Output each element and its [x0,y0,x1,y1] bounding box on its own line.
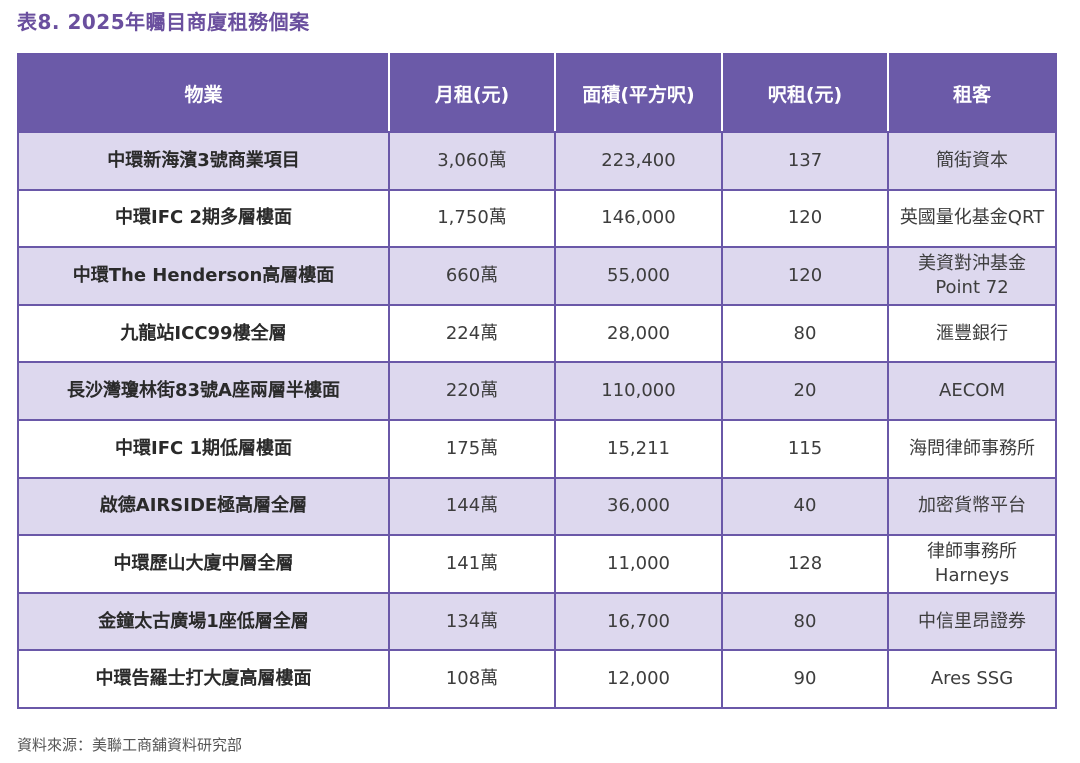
cell-property: 中環新海濱3號商業項目 [17,131,390,191]
tenant-line: Point 72 [935,276,1009,298]
cell-area: 15,211 [554,418,723,479]
cell-rent-per-sqft: 80 [721,591,889,652]
cell-property: 中環IFC 2期多層樓面 [17,188,390,249]
table-row: 金鐘太古廣場1座低層全層 134萬 16,700 80 中信里昂證券 [17,591,1057,652]
tenant-line: 中信里昂證券 [918,610,1026,632]
cell-monthly-rent: 224萬 [388,303,556,364]
cell-property: 啟德AIRSIDE極高層全層 [17,476,390,537]
table-row: 中環The Henderson高層樓面 660萬 55,000 120 美資對沖基金 Po… [17,246,1057,306]
tenant-line: Ares SSG [930,668,1014,690]
cell-tenant: 滙豐銀行 [887,303,1057,364]
cell-area: 28,000 [554,303,723,364]
source-note: 資料來源：美聯工商舖資料研究部 [17,736,243,754]
cell-area: 36,000 [554,476,723,537]
cell-area: 16,700 [554,591,723,652]
cell-rent-per-sqft: 80 [721,303,889,364]
cell-tenant: 加密貨幣平台 [887,476,1057,537]
cell-monthly-rent: 134萬 [388,591,556,652]
cell-monthly-rent: 3,060萬 [388,131,556,191]
table-row: 長沙灣瓊林街83號A座兩層半樓面 220萬 110,000 20 AECOM [17,361,1057,421]
tenant-line: 美資對沖基金 [918,252,1026,274]
cell-area: 223,400 [554,131,723,191]
cell-tenant: 英國量化基金QRT [887,188,1057,249]
cell-area: 55,000 [554,246,723,306]
cell-tenant: 簡街資本 [887,131,1057,191]
cell-area: 11,000 [554,534,723,594]
rental-cases-table: 物業 月租(元) 面積(平方呎) 呎租(元) 租客 中環新海濱3號商業項目 3,0… [17,53,1057,709]
cell-property: 中環IFC 1期低層樓面 [17,418,390,479]
column-header-area: 面積(平方呎) [554,53,723,133]
cell-rent-per-sqft: 115 [721,418,889,479]
cell-tenant: 律師事務所 Harneys [887,534,1057,594]
cell-rent-per-sqft: 120 [721,246,889,306]
cell-tenant: Ares SSG [887,649,1057,709]
table-row: 啟德AIRSIDE極高層全層 144萬 36,000 40 加密貨幣平台 [17,476,1057,537]
cell-property: 長沙灣瓊林街83號A座兩層半樓面 [17,361,390,421]
table-row: 九龍站ICC99樓全層 224萬 28,000 80 滙豐銀行 [17,303,1057,364]
cell-tenant: 美資對沖基金 Point 72 [887,246,1057,306]
cell-monthly-rent: 144萬 [388,476,556,537]
tenant-line: Harneys [934,564,1010,586]
cell-rent-per-sqft: 120 [721,188,889,249]
cell-monthly-rent: 108萬 [388,649,556,709]
cell-monthly-rent: 1,750萬 [388,188,556,249]
cell-rent-per-sqft: 128 [721,534,889,594]
cell-property: 金鐘太古廣場1座低層全層 [17,591,390,652]
cell-rent-per-sqft: 20 [721,361,889,421]
cell-property: 中環歷山大廈中層全層 [17,534,390,594]
cell-area: 146,000 [554,188,723,249]
table-row: 中環新海濱3號商業項目 3,060萬 223,400 137 簡街資本 [17,131,1057,191]
column-header-monthly-rent: 月租(元) [388,53,556,133]
table-row: 中環告羅士打大廈高層樓面 108萬 12,000 90 Ares SSG [17,649,1057,709]
cell-rent-per-sqft: 90 [721,649,889,709]
table-row: 中環IFC 1期低層樓面 175萬 15,211 115 海問律師事務所 [17,418,1057,479]
cell-property: 中環告羅士打大廈高層樓面 [17,649,390,709]
tenant-line: 律師事務所 [927,540,1017,562]
column-header-property: 物業 [17,53,390,133]
table-header-row: 物業 月租(元) 面積(平方呎) 呎租(元) 租客 [17,53,1057,133]
tenant-line: 英國量化基金QRT [899,207,1045,229]
cell-property: 中環The Henderson高層樓面 [17,246,390,306]
column-header-tenant: 租客 [887,53,1057,133]
tenant-line: 海問律師事務所 [909,437,1035,459]
tenant-line: 加密貨幣平台 [918,495,1026,517]
tenant-line: AECOM [939,380,1005,402]
table-row: 中環歷山大廈中層全層 141萬 11,000 128 律師事務所 Harneys [17,534,1057,594]
column-header-rent-per-sqft: 呎租(元) [721,53,889,133]
cell-tenant: 海問律師事務所 [887,418,1057,479]
tenant-line: 滙豐銀行 [936,322,1008,344]
cell-monthly-rent: 660萬 [388,246,556,306]
cell-property: 九龍站ICC99樓全層 [17,303,390,364]
tenant-line: 簡街資本 [936,149,1008,171]
table-title: 表8. 2025年矚目商廈租務個案 [17,10,310,34]
cell-rent-per-sqft: 137 [721,131,889,191]
cell-tenant: 中信里昂證券 [887,591,1057,652]
cell-monthly-rent: 175萬 [388,418,556,479]
cell-rent-per-sqft: 40 [721,476,889,537]
cell-monthly-rent: 141萬 [388,534,556,594]
cell-area: 12,000 [554,649,723,709]
cell-tenant: AECOM [887,361,1057,421]
cell-area: 110,000 [554,361,723,421]
cell-monthly-rent: 220萬 [388,361,556,421]
table-row: 中環IFC 2期多層樓面 1,750萬 146,000 120 英國量化基金QRT [17,188,1057,249]
